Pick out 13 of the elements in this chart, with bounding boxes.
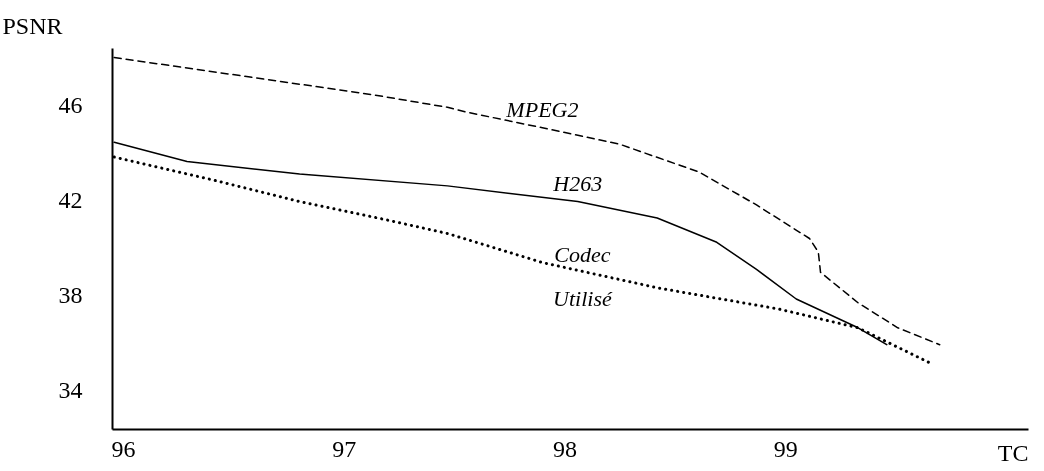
x-tick-label: 97 [332, 435, 357, 462]
x-tick-label: 96 [111, 435, 136, 462]
y-axis-title: PSNR [2, 12, 63, 39]
y-tick-label: 38 [58, 282, 83, 309]
y-tick-label: 34 [58, 377, 83, 404]
y-tick-label: 42 [58, 186, 83, 213]
series-label: MPEG2 [505, 96, 579, 122]
x-axis-title: TC [997, 439, 1029, 466]
x-tick-label: 98 [552, 435, 577, 462]
series-label: H263 [552, 170, 603, 196]
x-tick-label: 99 [773, 435, 798, 462]
y-tick-label: 46 [58, 91, 83, 118]
series-label: Codec Utilisé [553, 241, 613, 311]
